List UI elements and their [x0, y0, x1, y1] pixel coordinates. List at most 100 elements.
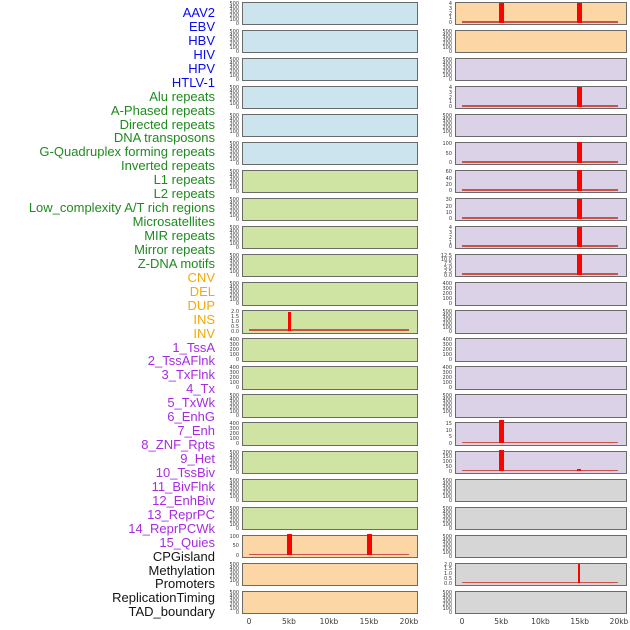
panel-row-L2 repeats: 400 300 200 100 0	[218, 366, 418, 390]
y-tick-label: 0	[448, 413, 452, 420]
y-tick-label: 100	[229, 241, 239, 248]
y-axis-ticks: 500 400 300 200 100 0	[218, 282, 242, 307]
plot-area	[462, 31, 618, 52]
panel-row-4_Tx: 100 50 0	[431, 141, 627, 166]
y-tick-label: 1.0	[231, 318, 239, 325]
y-tick-label: 500	[442, 589, 452, 596]
signal-spike	[366, 534, 372, 556]
signal-spike	[498, 419, 504, 444]
y-tick-label: 1.0	[444, 571, 452, 578]
track-label: MIR repeats	[144, 228, 215, 243]
signal-spike	[577, 468, 581, 472]
y-tick-label: 300	[229, 485, 239, 492]
plot-area	[462, 2, 618, 24]
plot-area	[462, 367, 618, 388]
profile-panel	[242, 114, 418, 138]
y-tick-label: 400	[442, 593, 452, 600]
y-tick-label: 200	[442, 545, 452, 552]
track-label: Microsatellites	[132, 214, 215, 230]
y-axis-ticks: 15 10 5 0	[431, 422, 455, 446]
y-tick-label: 200	[229, 601, 239, 608]
y-tick-label: 300	[229, 93, 239, 100]
panel-row-15_Quies: 200 150 100 50 0	[431, 450, 627, 474]
plot-area	[462, 419, 618, 444]
y-axis-ticks: 500 400 300 200 100 0	[218, 506, 242, 531]
x-tick-label: 15kb	[570, 617, 590, 626]
y-tick-label: 200	[229, 97, 239, 104]
panel-row-Methylation: 500 400 300 200 100 0	[431, 506, 627, 532]
panel-row-3_TxFlnk: 500 400 300 200 100 0	[431, 114, 627, 140]
y-tick-label: 0	[448, 609, 452, 616]
profile-panel	[455, 534, 627, 558]
track-label: HPV	[188, 60, 215, 76]
profile-panel	[242, 142, 418, 166]
plot-area	[249, 423, 409, 444]
plot-area	[462, 450, 618, 473]
y-axis-ticks: 500 400 300 200 100 0	[431, 394, 455, 420]
y-tick-label: 500	[442, 477, 452, 484]
y-tick-label: 0	[235, 273, 239, 280]
y-tick-label: 0	[235, 356, 239, 363]
y-tick-label: 300	[229, 513, 239, 520]
y-tick-label: 400	[442, 481, 452, 488]
y-tick-label: 100	[229, 435, 239, 442]
y-tick-label: 300	[229, 121, 239, 128]
plot-area	[462, 311, 618, 332]
profile-panel	[455, 141, 627, 166]
y-tick-label: 200	[442, 601, 452, 608]
signal-baseline	[249, 553, 409, 556]
y-tick-label: 100	[442, 129, 452, 136]
y-tick-label: 100	[229, 185, 239, 192]
plot-area	[462, 86, 618, 108]
y-tick-label: 300	[229, 289, 239, 296]
y-tick-label: 1.5	[444, 566, 452, 573]
y-tick-label: 400	[229, 453, 239, 460]
y-tick-label: 400	[229, 61, 239, 68]
y-tick-label: 0	[448, 133, 452, 140]
profile-panel	[242, 478, 418, 502]
signal-spike	[498, 2, 504, 23]
track-label: 2_TssAFlnk	[147, 353, 215, 369]
y-tick-label: 500	[229, 85, 239, 92]
track-label: DUP	[187, 297, 215, 313]
y-axis-ticks: 500 400 300 200 100 0	[218, 114, 242, 139]
track-label: 7_Enh	[177, 423, 215, 439]
y-tick-label: 200	[229, 346, 239, 353]
track-label: HTLV-1	[171, 74, 215, 90]
y-tick-label: 0	[235, 217, 239, 224]
y-tick-label: 5.0	[444, 265, 452, 272]
plot-area	[462, 253, 618, 276]
y-axis-ticks: 400 300 200 100 0	[218, 338, 242, 363]
profile-panel	[242, 590, 418, 614]
profile-panel	[455, 338, 627, 362]
y-tick-label: 200	[229, 375, 239, 381]
track-label: L2 repeats	[153, 186, 215, 202]
profile-panel	[242, 562, 418, 586]
profile-panel	[455, 30, 627, 54]
signal-spike	[287, 311, 291, 332]
y-tick-label: 0	[235, 105, 239, 112]
y-tick-label: 0	[448, 244, 452, 251]
y-tick-label: 200	[229, 237, 239, 244]
y-tick-label: 2	[448, 94, 452, 101]
y-tick-label: 300	[442, 541, 452, 548]
y-tick-label: 200	[229, 293, 239, 300]
y-tick-label: 0	[448, 525, 452, 532]
track-label: Promoters	[155, 576, 215, 592]
panel-row-5_TxWk: 60 40 20 0	[431, 169, 627, 194]
track-label: INV	[193, 325, 215, 341]
panel-row-G-Quadruplex forming repeats: 500 400 300 200 100 0	[218, 282, 418, 307]
panel-row-9_Het: 400 300 200 100 0	[431, 282, 627, 306]
y-tick-label: 0	[448, 20, 452, 27]
y-axis-ticks: 500 400 300 200 100 0	[218, 590, 242, 615]
y-tick-label: 0	[448, 216, 452, 223]
y-tick-label: 100	[442, 521, 452, 528]
y-tick-label: 100	[442, 379, 452, 386]
y-axis-ticks: 500 400 300 200 100 0	[218, 58, 242, 83]
signal-spike	[576, 2, 582, 23]
y-tick-label: 100	[229, 269, 239, 276]
profile-panel	[455, 282, 627, 306]
y-tick-label: 200	[229, 265, 239, 272]
y-tick-label: 0.5	[231, 323, 239, 330]
y-tick-label: 200	[442, 346, 452, 353]
